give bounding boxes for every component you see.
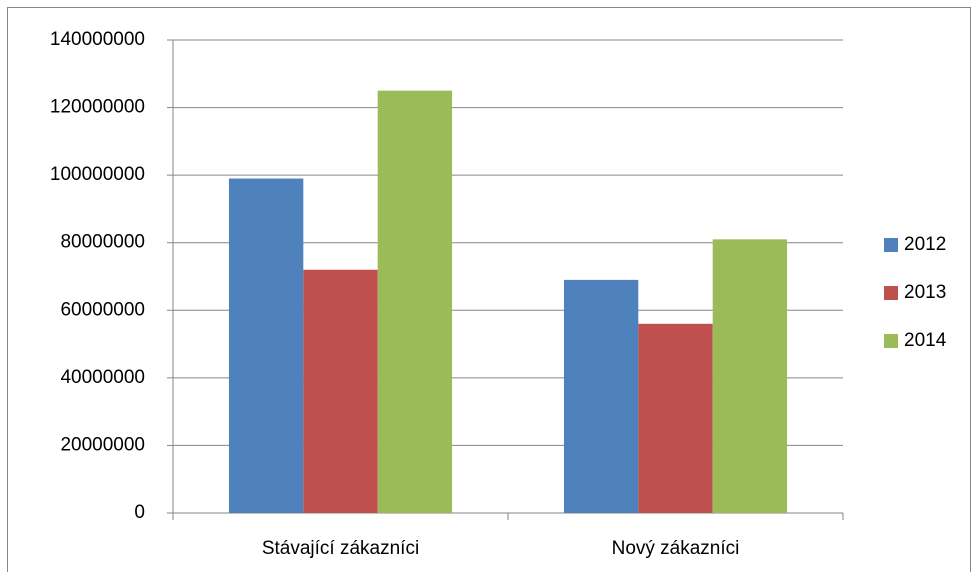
legend-label: 2014 bbox=[904, 330, 947, 351]
x-tick-label: Nový zákazníci bbox=[612, 538, 740, 559]
bar bbox=[638, 323, 713, 513]
bar bbox=[377, 90, 453, 513]
y-tick-label: 120000000 bbox=[50, 97, 145, 118]
chart-frame bbox=[7, 7, 971, 577]
x-tick-label: Stávající zákazníci bbox=[262, 538, 419, 559]
legend-swatch bbox=[884, 286, 898, 300]
legend-swatch bbox=[884, 334, 898, 348]
bar bbox=[228, 178, 304, 513]
legend-label: 2013 bbox=[904, 282, 946, 303]
legend-label: 2012 bbox=[904, 234, 946, 255]
y-tick-label: 40000000 bbox=[60, 367, 145, 388]
legend-swatch bbox=[884, 238, 898, 252]
bar bbox=[712, 239, 788, 514]
y-tick-label: 80000000 bbox=[60, 232, 145, 253]
y-tick-label: 20000000 bbox=[60, 434, 145, 455]
y-tick-label: 100000000 bbox=[50, 164, 145, 185]
y-tick-label: 0 bbox=[134, 502, 145, 523]
y-tick-label: 60000000 bbox=[60, 299, 145, 320]
y-tick-label: 140000000 bbox=[50, 29, 145, 50]
bar bbox=[303, 269, 378, 513]
bar bbox=[563, 279, 639, 513]
